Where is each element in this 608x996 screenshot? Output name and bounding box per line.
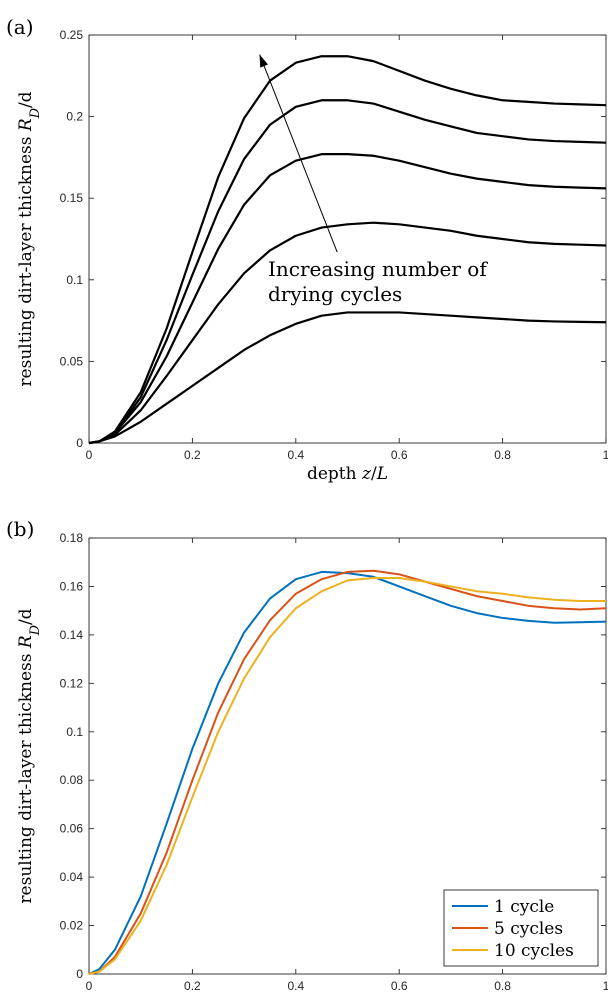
- annotation-arrow-shaft: [259, 54, 338, 253]
- annotation-arrow-head: [259, 54, 269, 68]
- x-tick-label: 1: [603, 448, 608, 462]
- panel-label: (b): [6, 517, 34, 541]
- x-tick-label: 0.2: [184, 979, 201, 993]
- y-tick-label: 0.1: [66, 725, 83, 739]
- x-tick-label: 0.6: [391, 448, 408, 462]
- series-line-1: [88, 311, 607, 445]
- y-tick-label: 0.2: [66, 110, 83, 124]
- y-tick-label: 0.14: [60, 628, 84, 642]
- y-tick-label: 0: [76, 436, 83, 450]
- y-axis-label: resulting dirt-layer thickness RD/d: [16, 91, 43, 386]
- y-tick-label: 0.18: [60, 531, 84, 545]
- x-tick-label: 0: [86, 979, 93, 993]
- y-tick-label: 0.05: [60, 354, 84, 368]
- legend-entry: 1 cycle: [494, 897, 554, 917]
- series-line-3: [88, 576, 606, 975]
- x-axis-label: depth z/L: [307, 464, 388, 484]
- legend-entry: 5 cycles: [494, 919, 563, 939]
- y-tick-label: 0.02: [60, 919, 84, 933]
- plot-frame: [88, 34, 607, 444]
- x-tick-label: 0.8: [494, 448, 511, 462]
- x-tick-label: 0.2: [184, 448, 201, 462]
- series-line-2: [88, 221, 607, 445]
- y-axis-label: resulting dirt-layer thickness RD/d: [16, 608, 43, 903]
- series-line-4: [88, 99, 607, 445]
- y-tick-label: 0.06: [60, 822, 84, 836]
- y-tick-label: 0: [76, 967, 83, 981]
- series-line-1: [88, 570, 607, 975]
- panel-b: 0 0.2 0.4 0.6 0.8 1 0 0.02 0.04 0.06 0.08 0.1 0.12 0.…: [6, 517, 608, 996]
- legend-entry: 10 cycles: [494, 941, 574, 961]
- y-tick-label: 0.15: [60, 191, 84, 205]
- series-line-5: [88, 55, 607, 445]
- x-tick-label: 0.8: [494, 979, 511, 993]
- x-tick-label: 0.4: [287, 448, 304, 462]
- y-tick-label: 0.25: [60, 28, 84, 42]
- x-tick-label: 0.4: [287, 979, 304, 993]
- series-line-2: [88, 569, 607, 975]
- x-tick-label: 0.6: [391, 979, 408, 993]
- panel-a: 0 0.2 0.4 0.6 0.8 1 0 0.05 0.1 0.15 0.2 0.25 depth z…: [6, 15, 608, 484]
- y-tick-label: 0.1: [66, 273, 83, 287]
- y-tick-label: 0.12: [60, 676, 84, 690]
- y-tick-label: 0.04: [60, 870, 84, 884]
- x-tick-label: 0: [86, 448, 93, 462]
- x-tick-label: 1: [603, 979, 608, 993]
- series-line-3: [88, 153, 607, 445]
- y-tick-label: 0.08: [60, 773, 84, 787]
- annotation-text: Increasing number of: [268, 257, 488, 281]
- plot-frame: [88, 537, 607, 975]
- panel-label: (a): [6, 15, 34, 39]
- annotation-text: drying cycles: [268, 282, 402, 306]
- y-tick-label: 0.16: [60, 579, 84, 593]
